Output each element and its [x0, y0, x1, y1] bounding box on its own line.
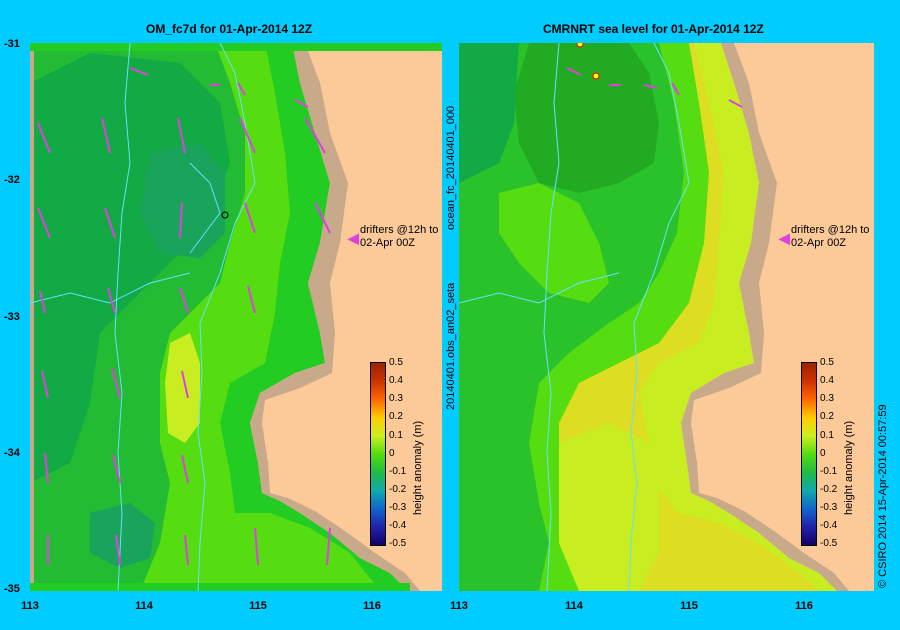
- side-label-top: ocean_fc_20140401_000: [445, 105, 457, 230]
- cb-tick: 0: [389, 448, 395, 459]
- left-map-panel: [30, 43, 442, 591]
- left-colorbar: [370, 362, 386, 546]
- top-strip: [30, 43, 442, 51]
- cb-tick: -0.4: [389, 520, 407, 531]
- cb-tick: -0.5: [820, 538, 838, 549]
- drifters-note-left: drifters @12h to 02-Apr 00Z: [360, 224, 438, 250]
- cb-tick: 0.1: [389, 430, 403, 441]
- cb-tick: 0.4: [820, 375, 834, 386]
- cb-tick: -0.2: [389, 484, 407, 495]
- red-marker-1: [576, 43, 584, 48]
- x-tick-114-right: 114: [565, 600, 583, 612]
- contour-line-r1: [543, 43, 560, 591]
- cb-tick: 0.1: [820, 430, 834, 441]
- green-band-mid-right: [459, 43, 684, 591]
- cb-tick: -0.2: [820, 484, 838, 495]
- yellow-core-right: [559, 423, 659, 591]
- right-colorbar: [801, 362, 817, 546]
- cb-tick: -0.1: [389, 466, 407, 477]
- drifters-arrow-right: ◀: [779, 230, 790, 246]
- left-map-svg: [30, 43, 442, 591]
- contour-line-3: [30, 272, 191, 304]
- drifter-arrows-right: [566, 67, 743, 108]
- y-tick-31: -31: [4, 38, 20, 50]
- drifters-arrow-left: ◀: [348, 230, 359, 246]
- teal-sw: [90, 503, 155, 568]
- y-tick-35: -35: [4, 583, 20, 595]
- cb-tick: 0.3: [389, 393, 403, 404]
- marker-circle: [221, 211, 229, 219]
- cb-tick: 0.2: [820, 411, 834, 422]
- credit-text: © CSIRO 2014 15-Apr-2014 00:57:59: [877, 404, 889, 588]
- side-label-bottom: 20140401.obs_an02_seta: [445, 282, 457, 410]
- shelf-land-right: [681, 43, 849, 591]
- cb-tick: 0: [820, 448, 826, 459]
- x-tick-115-left: 115: [249, 600, 267, 612]
- contour-line-4: [189, 162, 221, 254]
- contour-line-r2: [628, 43, 690, 591]
- cb-tick: 0.4: [389, 375, 403, 386]
- left-colorbar-label: height anomaly (m): [412, 420, 424, 515]
- drifter-arrows: [37, 67, 331, 566]
- x-tick-113-left: 113: [21, 600, 39, 612]
- shelf-land: [250, 43, 420, 591]
- teal-core: [140, 143, 225, 258]
- cb-tick: -0.5: [389, 538, 407, 549]
- contour-line-2: [197, 43, 256, 591]
- x-tick-116-left: 116: [363, 600, 381, 612]
- right-map-title: CMRNRT sea level for 01-Apr-2014 12Z: [543, 22, 764, 36]
- cb-tick: 0.5: [389, 357, 403, 368]
- y-tick-33: -33: [4, 311, 20, 323]
- cb-tick: -0.1: [820, 466, 838, 477]
- contour-line-r3: [459, 272, 620, 304]
- teal-band-right: [459, 43, 519, 183]
- cb-tick: 0.2: [389, 411, 403, 422]
- drifters-line1-right: drifters @12h to: [791, 224, 870, 236]
- drifters-note-right: drifters @12h to 02-Apr 00Z: [791, 224, 869, 250]
- cb-tick: 0.5: [820, 357, 834, 368]
- y-tick-34: -34: [4, 447, 20, 459]
- yellow-green-patch: [165, 333, 200, 443]
- drifters-line1-left: drifters @12h to: [360, 224, 439, 236]
- left-map-title: OM_fc7d for 01-Apr-2014 12Z: [146, 22, 313, 36]
- y-tick-32: -32: [4, 174, 20, 186]
- drifters-line2-right: 02-Apr 00Z: [791, 237, 847, 249]
- cb-tick: -0.4: [820, 520, 838, 531]
- cb-tick: -0.3: [389, 502, 407, 513]
- x-tick-115-right: 115: [680, 600, 698, 612]
- cb-tick: 0.3: [820, 393, 834, 404]
- grey-margin: [30, 43, 34, 591]
- bottom-strip: [30, 583, 410, 591]
- green-core-mid: [499, 183, 609, 303]
- right-map-panel: [459, 43, 874, 591]
- cb-tick: -0.3: [820, 502, 838, 513]
- x-tick-116-right: 116: [795, 600, 813, 612]
- right-colorbar-label: height anomaly (m): [843, 420, 855, 515]
- green-core-top: [514, 43, 659, 193]
- x-tick-113-right: 113: [450, 600, 468, 612]
- red-marker-2: [592, 72, 600, 80]
- drifters-line2-left: 02-Apr 00Z: [360, 237, 416, 249]
- x-tick-114-left: 114: [135, 600, 153, 612]
- right-map-svg: [459, 43, 849, 591]
